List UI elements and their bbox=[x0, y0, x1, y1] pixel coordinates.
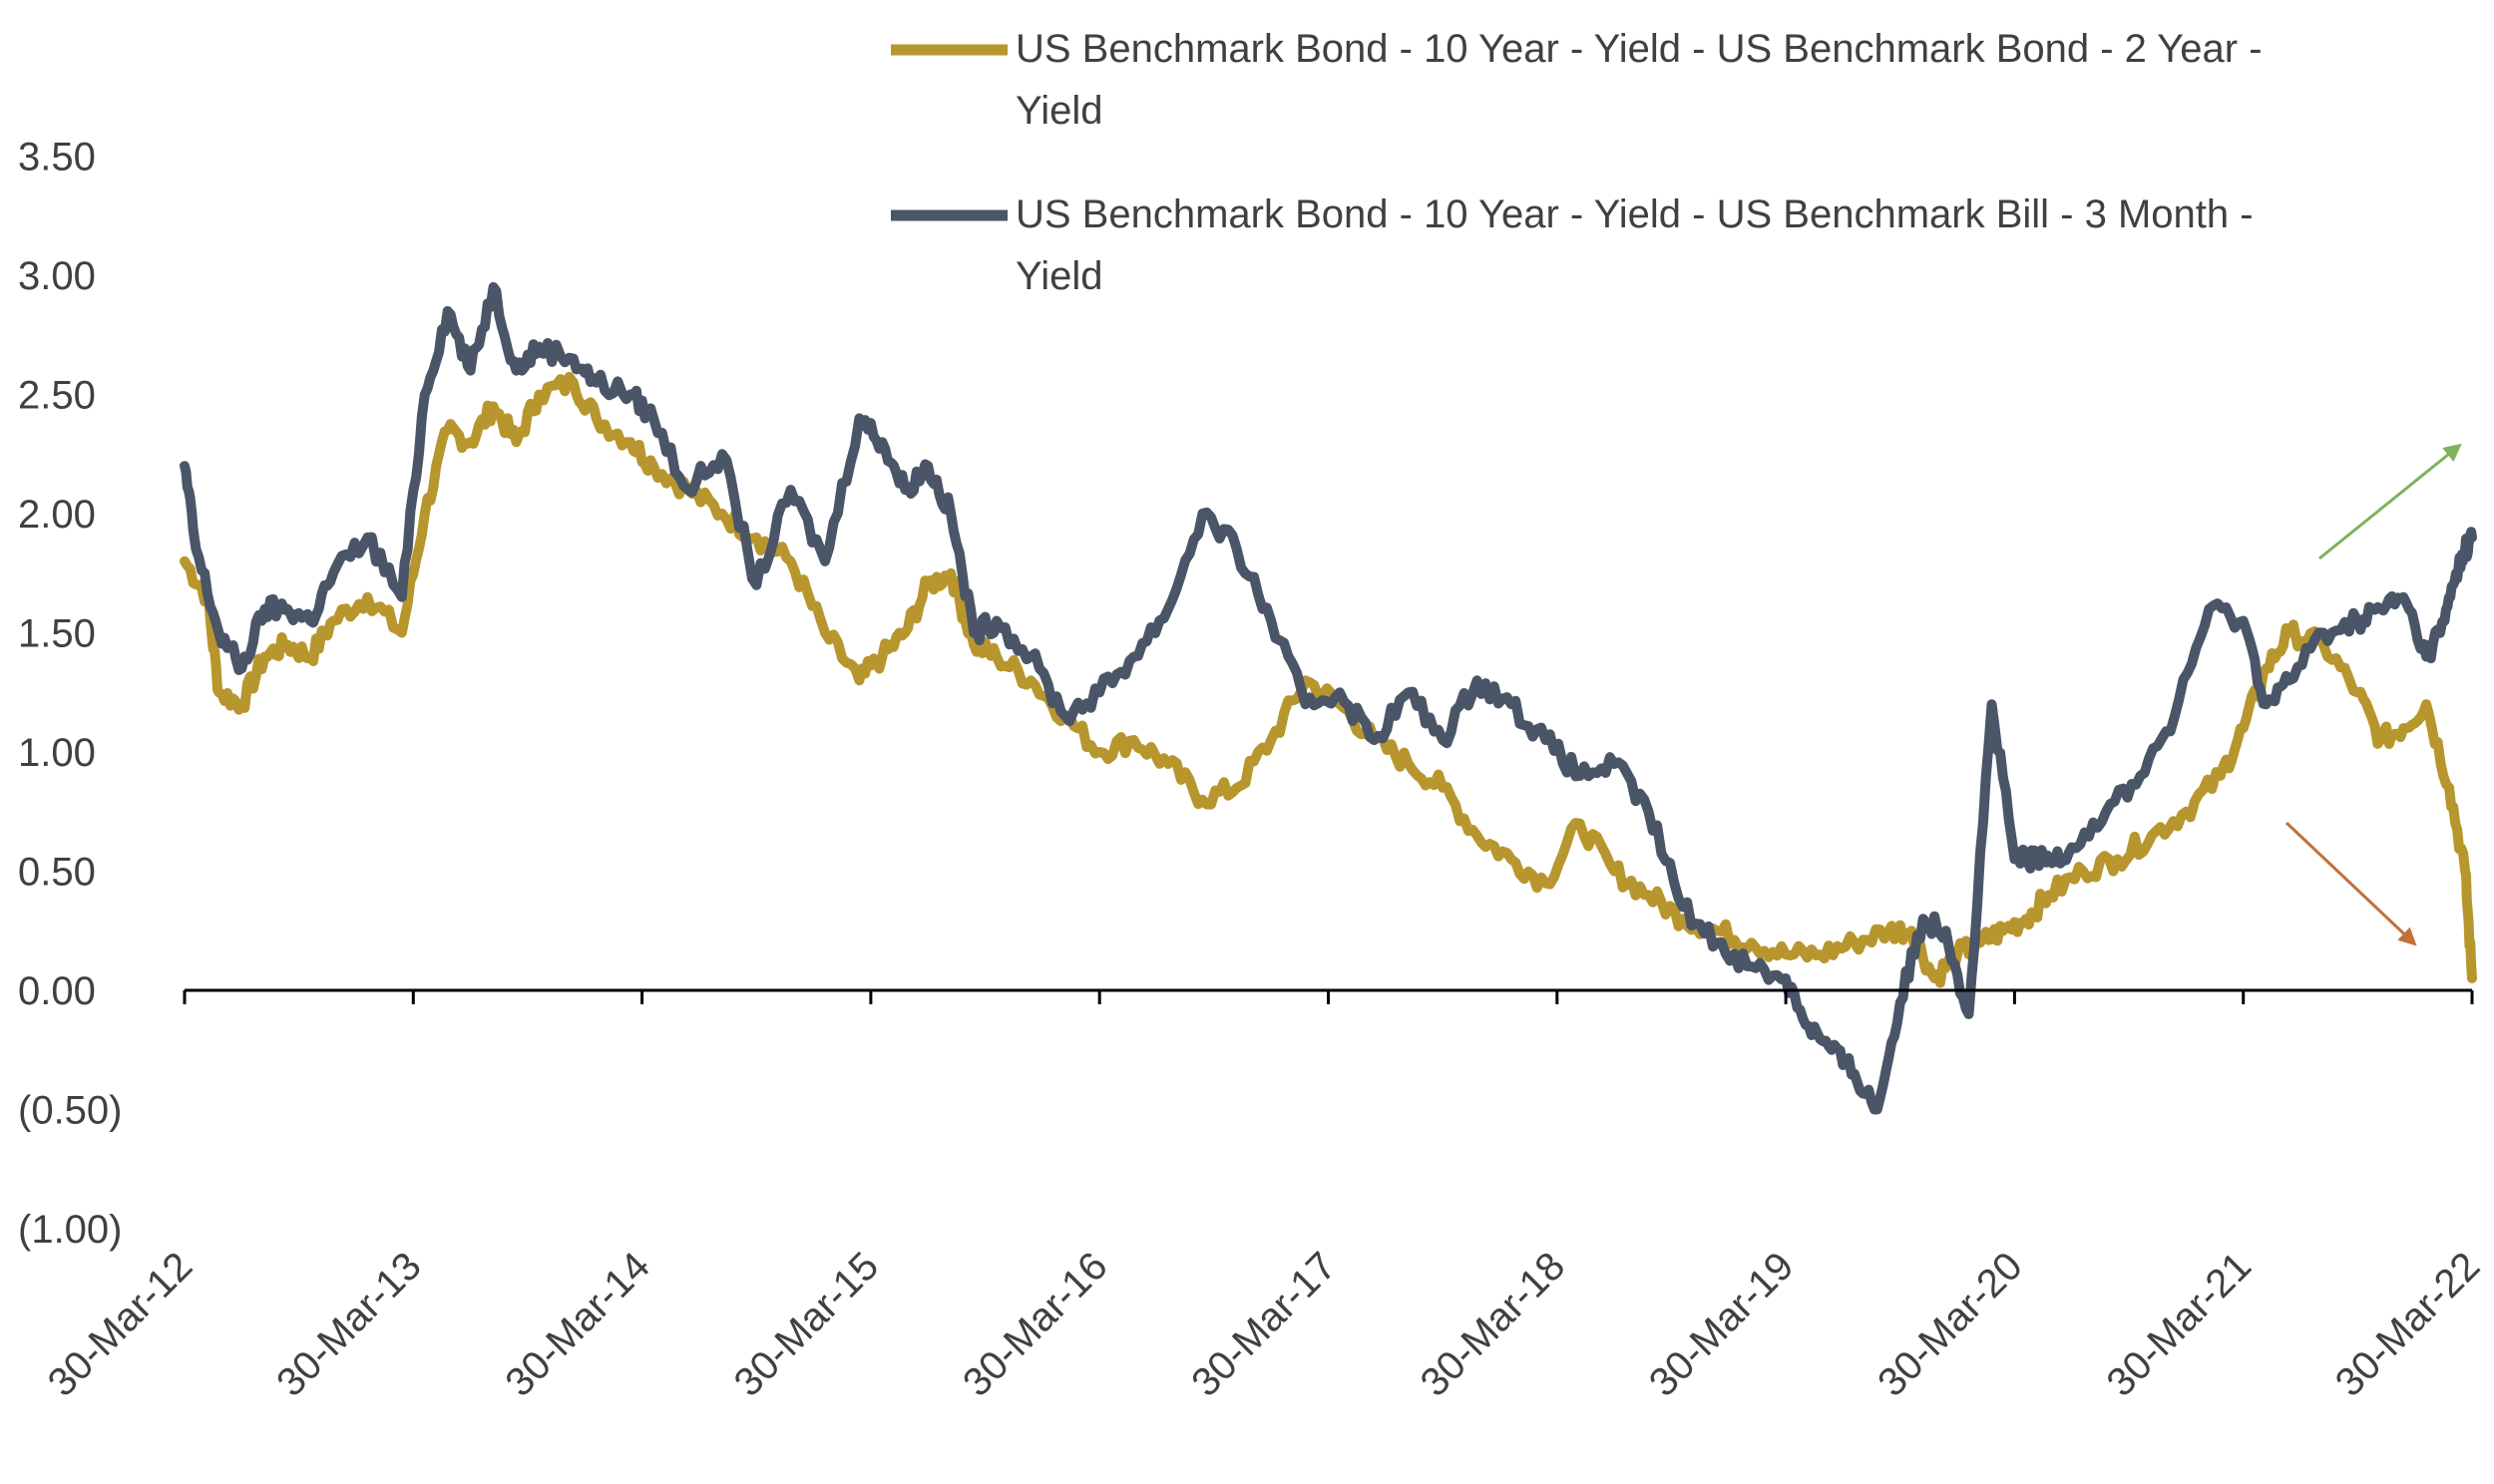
y-axis: 3.50 3.00 2.50 2.00 1.50 1.00 0.50 0.00 (0.50) (1… bbox=[18, 136, 123, 1253]
x-tick-label: 30-Mar-20 bbox=[1870, 1244, 2031, 1405]
y-tick-label: 1.00 bbox=[18, 731, 96, 775]
series-line-10y-3m bbox=[180, 281, 2477, 1115]
x-tick-label: 30-Mar-12 bbox=[40, 1244, 202, 1405]
x-tick-label: 30-Mar-16 bbox=[955, 1244, 1116, 1405]
legend-item-10y-2y: US Benchmark Bond - 10 Year - Yield - US… bbox=[891, 27, 2263, 133]
y-tick-label: 0.00 bbox=[18, 969, 96, 1013]
y-tick-label: 0.50 bbox=[18, 851, 96, 895]
legend: US Benchmark Bond - 10 Year - Yield - US… bbox=[891, 27, 2263, 298]
x-tick-label: 30-Mar-15 bbox=[726, 1244, 888, 1405]
down-arrow bbox=[2285, 821, 2417, 946]
y-tick-label: 3.00 bbox=[18, 254, 96, 298]
x-tick-label: 30-Mar-14 bbox=[497, 1244, 658, 1405]
legend-label-10y-2y-line2: Yield bbox=[1016, 89, 1102, 133]
up-arrow bbox=[2318, 443, 2462, 560]
x-tick-label: 30-Mar-21 bbox=[2098, 1244, 2260, 1405]
y-tick-label: 3.50 bbox=[18, 136, 96, 180]
x-axis: 30-Mar-12 30-Mar-13 30-Mar-14 30-Mar-15 30-M… bbox=[40, 988, 2489, 1405]
series-line-10y-2y bbox=[180, 371, 2477, 988]
legend-label-10y-3m-line1: US Benchmark Bond - 10 Year - Yield - US… bbox=[1016, 192, 2254, 236]
y-tick-label: 2.00 bbox=[18, 493, 96, 537]
x-tick-label: 30-Mar-18 bbox=[1413, 1244, 1574, 1405]
y-tick-label: 1.50 bbox=[18, 612, 96, 656]
x-tick-label: 30-Mar-13 bbox=[268, 1244, 430, 1405]
annotation-layer bbox=[2285, 443, 2462, 946]
legend-item-10y-3m: US Benchmark Bond - 10 Year - Yield - US… bbox=[891, 192, 2254, 298]
x-tick-label: 30-Mar-22 bbox=[2327, 1244, 2489, 1405]
x-tick-label: 30-Mar-19 bbox=[1641, 1244, 1803, 1405]
x-tick-label: 30-Mar-17 bbox=[1183, 1244, 1345, 1405]
legend-label-10y-3m-line2: Yield bbox=[1016, 254, 1102, 298]
legend-label-10y-2y-line1: US Benchmark Bond - 10 Year - Yield - US… bbox=[1016, 27, 2263, 71]
y-tick-label: 2.50 bbox=[18, 374, 96, 418]
y-tick-label: (1.00) bbox=[18, 1208, 123, 1252]
series-layer bbox=[180, 281, 2477, 1115]
y-tick-label: (0.50) bbox=[18, 1089, 123, 1133]
